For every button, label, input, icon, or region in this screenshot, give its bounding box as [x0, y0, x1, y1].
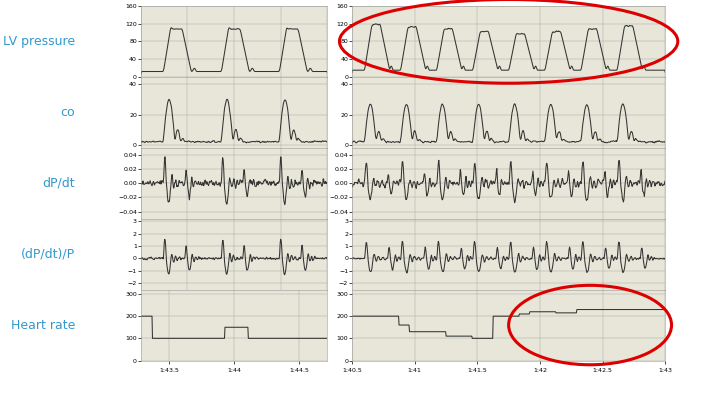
Text: Heart rate: Heart rate	[11, 319, 75, 331]
Text: co: co	[61, 106, 75, 119]
Text: (dP/dt)/P: (dP/dt)/P	[21, 248, 75, 260]
Text: LV pressure: LV pressure	[3, 35, 75, 48]
Text: dP/dt: dP/dt	[42, 177, 75, 190]
